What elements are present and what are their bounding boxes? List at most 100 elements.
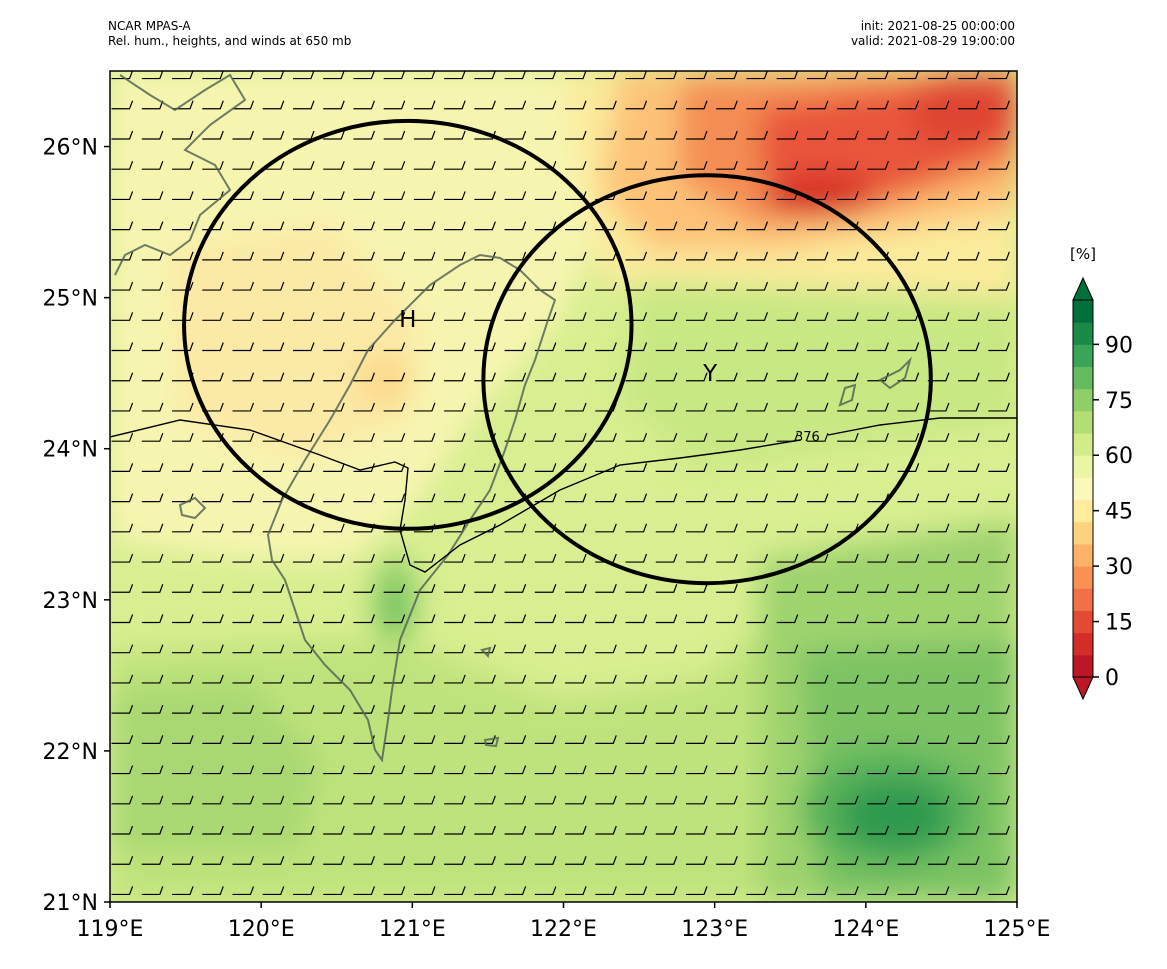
wind-barb	[685, 221, 708, 231]
wind-barb	[413, 856, 436, 865]
wind-barb	[444, 160, 466, 170]
wind-barb	[141, 856, 164, 865]
wind-barb	[685, 191, 708, 201]
wind-barb	[353, 71, 375, 80]
wind-barb	[504, 584, 527, 593]
wind-barb	[353, 765, 375, 775]
wind-barb	[323, 402, 345, 412]
wind-barb	[534, 100, 557, 110]
wind-barb	[776, 372, 799, 382]
wind-barb	[897, 886, 920, 896]
wind-barb	[746, 795, 769, 805]
wind-barb	[746, 856, 769, 865]
wind-barb	[806, 553, 829, 563]
wind-barb	[927, 553, 950, 563]
wind-barb	[897, 825, 920, 835]
wind-barb	[444, 765, 466, 775]
colorbar-swatch	[1073, 410, 1093, 434]
wind-barb	[172, 342, 194, 352]
wind-barb	[111, 463, 134, 472]
wind-barb	[655, 432, 678, 442]
wind-barb	[716, 160, 738, 170]
wind-barb	[353, 614, 375, 624]
wind-barb	[353, 100, 375, 110]
wind-barb	[292, 795, 315, 805]
wind-barb	[867, 432, 889, 442]
wind-barb	[595, 523, 617, 533]
wind-barb	[716, 191, 738, 201]
wind-barb	[988, 886, 1010, 896]
wind-barb	[474, 191, 496, 201]
wind-barb	[413, 342, 436, 352]
wind-barb	[685, 704, 708, 714]
wind-barb	[262, 735, 285, 744]
wind-barb	[534, 856, 557, 865]
colorbar-swatch	[1073, 322, 1093, 345]
colorbar-swatch	[1073, 632, 1093, 656]
wind-barb	[444, 312, 466, 321]
colorbar-tick-label: 45	[1105, 500, 1133, 525]
wind-barb	[504, 402, 527, 412]
wind-barb	[323, 523, 345, 533]
wind-barb	[111, 342, 134, 352]
wind-barb	[837, 372, 859, 382]
wind-barb	[504, 735, 527, 744]
wind-barb	[958, 100, 980, 110]
wind-barb	[988, 825, 1010, 835]
wind-barb	[716, 644, 738, 654]
wind-barb	[474, 160, 496, 170]
wind-barb	[625, 463, 648, 472]
wind-barb	[958, 553, 980, 563]
wind-barb	[988, 191, 1010, 201]
wind-barb	[927, 765, 950, 775]
wind-barb	[716, 584, 738, 593]
wind-barb	[141, 674, 164, 684]
wind-barb	[111, 795, 134, 805]
wind-barb	[988, 584, 1010, 593]
wind-barb	[111, 493, 134, 503]
wind-barb	[958, 130, 980, 140]
wind-barb	[806, 856, 829, 865]
wind-barb	[565, 614, 587, 624]
wind-barb	[685, 342, 708, 352]
wind-barb	[927, 432, 950, 442]
wind-barb	[383, 130, 406, 140]
wind-barb	[897, 674, 920, 684]
wind-barb	[897, 130, 920, 140]
wind-barb	[927, 312, 950, 321]
wind-barb	[172, 644, 194, 654]
wind-barb	[595, 100, 617, 110]
wind-barb	[595, 735, 617, 744]
wind-barb	[595, 372, 617, 382]
wind-barb	[897, 342, 920, 352]
y-axis: 21°N 22°N 23°N 24°N 25°N 26°N	[43, 136, 110, 916]
wind-barb	[383, 553, 406, 563]
wind-barb	[292, 221, 315, 231]
wind-barb	[444, 463, 466, 472]
colorbar-swatch	[1073, 566, 1093, 589]
wind-barb	[988, 402, 1010, 412]
wind-barb	[897, 372, 920, 382]
wind-barb	[776, 765, 799, 775]
wind-barb	[746, 251, 769, 261]
wind-barb	[353, 402, 375, 412]
wind-barb	[776, 523, 799, 533]
wind-barb	[504, 614, 527, 624]
wind-barb	[927, 704, 950, 714]
wind-barb	[837, 584, 859, 593]
wind-barb	[655, 493, 678, 503]
wind-barb	[353, 432, 375, 442]
wind-barb	[776, 130, 799, 140]
colorbar-swatch	[1073, 388, 1093, 412]
wind-barb	[867, 160, 889, 170]
wind-barb	[988, 100, 1010, 110]
wind-barb	[776, 553, 799, 563]
wind-barb	[897, 463, 920, 472]
wind-barb	[776, 251, 799, 261]
wind-barb	[655, 221, 678, 231]
wind-barb	[897, 432, 920, 442]
wind-barb	[534, 463, 557, 472]
iriomote	[878, 356, 912, 390]
wind-barb	[262, 644, 285, 654]
wind-barb	[232, 160, 255, 170]
